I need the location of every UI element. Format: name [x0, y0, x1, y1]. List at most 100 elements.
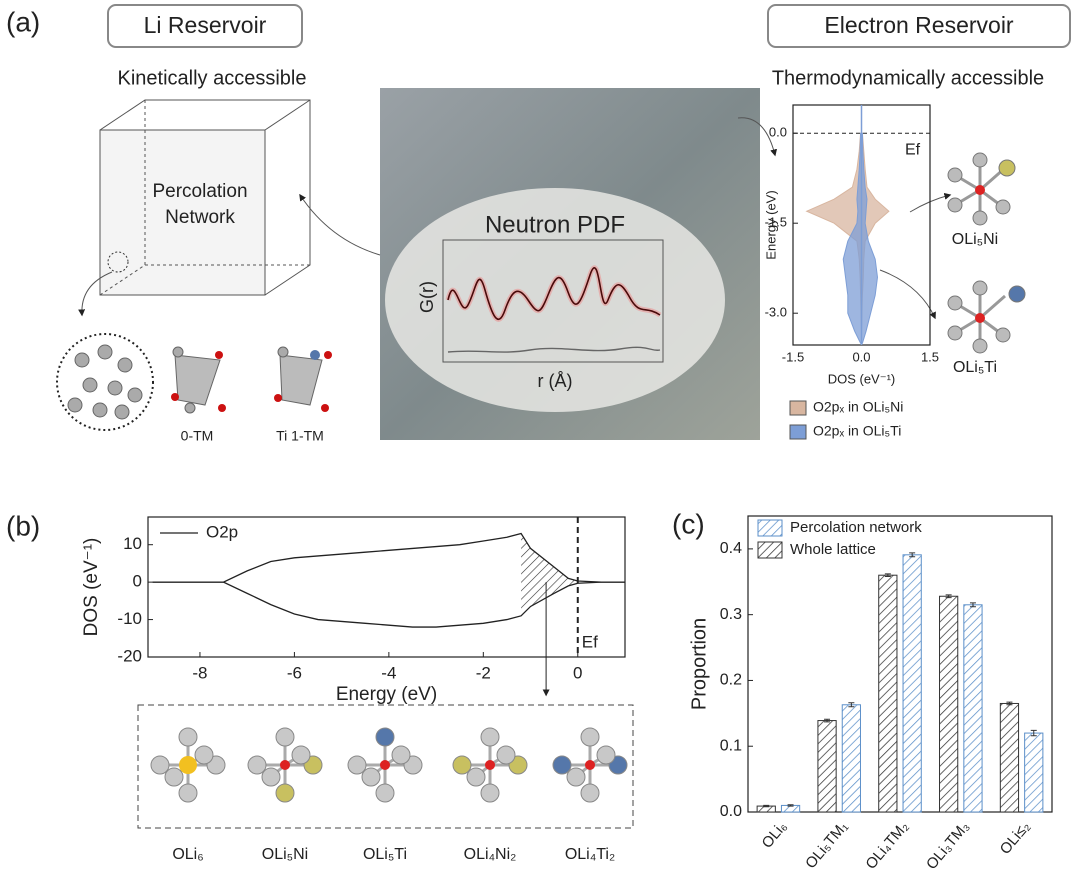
- plot-frame: [147, 516, 626, 658]
- atom: [466, 767, 486, 787]
- atom: [480, 783, 500, 803]
- axis-label: G(r): [417, 281, 437, 313]
- atom: [291, 745, 311, 765]
- cube: [99, 99, 311, 296]
- atom: [391, 745, 411, 765]
- atom: [247, 755, 267, 775]
- dos-area: [842, 132, 862, 344]
- atom: [280, 760, 290, 770]
- structure-label: OLi₆: [172, 846, 203, 863]
- bar: [841, 704, 861, 813]
- axis-label: r (Å): [538, 371, 573, 391]
- atom: [261, 767, 281, 787]
- panel-label: (c): [672, 508, 705, 539]
- x-tick-label: 0: [573, 663, 582, 682]
- atom: [452, 755, 472, 775]
- structure-label: OLi₄Ti₂: [565, 846, 615, 863]
- pdf-title: Neutron PDF: [485, 211, 625, 238]
- bar: [902, 554, 922, 813]
- bar: [817, 720, 837, 813]
- x-tick-label: -6: [287, 663, 302, 682]
- cube-label: Percolation: [152, 181, 247, 202]
- site-label: 0-TM: [181, 428, 214, 444]
- error-bar: [1030, 729, 1037, 737]
- cube-label: Network: [165, 207, 235, 228]
- x-tick-label: OLi₄TM₂: [862, 818, 912, 873]
- atom: [480, 727, 500, 747]
- structure-label: OLi₄Ni₂: [464, 846, 517, 863]
- y-tick-label: 0.4: [720, 540, 742, 557]
- bar: [963, 604, 983, 813]
- legend-label: O2p: [206, 522, 238, 541]
- structure-box: [137, 704, 634, 829]
- title-box: [767, 4, 1071, 48]
- atom: [552, 755, 572, 775]
- atom: [496, 745, 516, 765]
- atom: [178, 783, 198, 803]
- atom: [194, 745, 214, 765]
- site-label: Ti 1-TM: [276, 428, 324, 444]
- y-axis-label: DOS (eV⁻¹): [81, 538, 102, 637]
- atom: [164, 767, 184, 787]
- atom: [380, 760, 390, 770]
- bar: [878, 574, 898, 813]
- y-tick-label: -3.0: [765, 305, 787, 320]
- error-bar: [763, 804, 770, 808]
- atom: [566, 767, 586, 787]
- pdf-frame: [442, 239, 664, 363]
- subtitle: Kinetically accessible: [118, 67, 307, 89]
- error-bar: [787, 804, 794, 807]
- title-box: [107, 4, 303, 48]
- x-tick-label: OLi₆: [759, 818, 791, 851]
- hatched-region: [521, 533, 578, 616]
- legend-label: O2pₓ in OLi₅Ti: [813, 423, 901, 439]
- y-tick-label: 10: [123, 534, 142, 553]
- atom: [585, 760, 595, 770]
- structure-label: OLi₅Ni: [262, 846, 308, 863]
- pdf-difference: [447, 346, 661, 353]
- atom: [361, 767, 381, 787]
- legend-swatch: [757, 519, 783, 537]
- structure-label: OLi₅Ti: [363, 846, 407, 863]
- error-bar: [1006, 701, 1013, 706]
- panel-label: (b): [6, 510, 40, 541]
- cluster-art: [879, 152, 1026, 354]
- plot-frame: [747, 515, 1053, 813]
- y-tick-label: 0: [133, 572, 142, 591]
- dos-line: [152, 532, 625, 583]
- cluster-art: [56, 333, 332, 431]
- x-tick-label: 1.5: [921, 349, 939, 364]
- subtitle: Thermodynamically accessible: [772, 67, 1044, 89]
- box-title: Li Reservoir: [144, 12, 267, 38]
- atom: [375, 727, 395, 747]
- atom: [178, 727, 198, 747]
- arrow: [299, 193, 381, 256]
- error-bar: [884, 573, 891, 578]
- legend-label: Percolation network: [790, 519, 922, 536]
- y-tick-label: -10: [117, 609, 142, 628]
- error-bar: [945, 594, 952, 599]
- atom: [347, 755, 367, 775]
- pdf-curve: [447, 267, 661, 320]
- y-axis-label: Proportion: [688, 618, 710, 710]
- y-tick-label: 0.2: [720, 672, 742, 689]
- panel-label: (a): [6, 6, 40, 37]
- legend-label: O2pₓ in OLi₅Ni: [813, 399, 903, 415]
- x-tick-label: -1.5: [782, 349, 804, 364]
- x-axis-label: DOS (eV⁻¹): [828, 371, 896, 386]
- y-axis-label: Energy (eV): [763, 190, 778, 259]
- bar: [1024, 732, 1044, 813]
- atom: [275, 783, 295, 803]
- legend-swatch: [789, 400, 807, 416]
- atom: [375, 783, 395, 803]
- cluster-label: OLi₅Ti: [953, 359, 997, 376]
- error-bar: [909, 552, 916, 558]
- x-tick-label: -8: [192, 663, 207, 682]
- x-tick-label: -4: [381, 663, 396, 682]
- x-tick-label: OLi≤₂: [997, 818, 1034, 858]
- error-bar: [969, 602, 976, 608]
- legend-swatch: [789, 424, 807, 440]
- x-tick-label: OLi₃TM₃: [923, 818, 973, 873]
- y-tick-label: 0.0: [720, 803, 742, 820]
